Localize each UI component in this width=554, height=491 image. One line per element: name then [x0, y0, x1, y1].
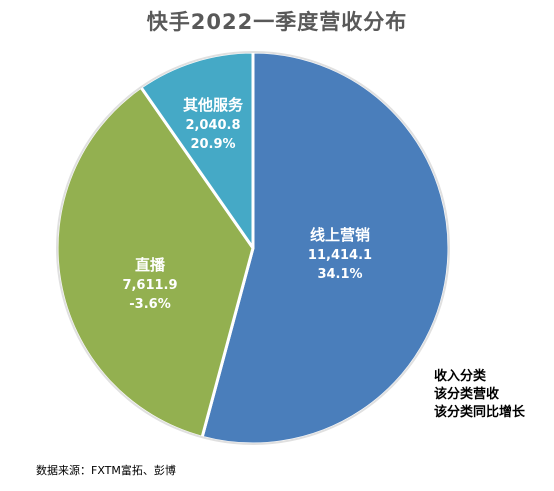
slice-growth: -3.6%: [129, 297, 170, 312]
slice-growth: 20.9%: [190, 137, 235, 152]
slice-label-online-marketing: 线上营销 11,414.1 34.1%: [308, 226, 372, 282]
pie-slice-online-marketing: [200, 50, 451, 446]
slice-revenue: 11,414.1: [308, 248, 372, 263]
slice-growth: 34.1%: [317, 267, 362, 282]
pie-rim: [56, 51, 450, 445]
slice-name: 其他服务: [183, 96, 244, 114]
slice-revenue: 7,611.9: [122, 278, 177, 293]
legend-line-revenue: 该分类营收: [434, 387, 500, 402]
legend-line-growth: 该分类同比增长: [434, 405, 526, 420]
pie-slice-live-streaming: [55, 85, 255, 439]
legend-key: 收入分类 该分类营收 该分类同比增长: [434, 368, 525, 422]
slice-revenue: 2,040.8: [185, 118, 240, 133]
chart-title: 快手2022一季度营收分布: [146, 10, 408, 34]
slice-label-live-streaming: 直播 7,611.9 -3.6%: [122, 256, 177, 312]
slice-label-other-services: 其他服务 2,040.8 20.9%: [183, 96, 244, 152]
legend-line-category: 收入分类: [434, 369, 487, 384]
data-source-note: 数据来源：FXTM富拓、彭博: [36, 464, 176, 477]
slice-name: 直播: [135, 256, 166, 274]
pie-slice-other-services: [139, 50, 255, 250]
slice-name: 线上营销: [310, 226, 370, 244]
